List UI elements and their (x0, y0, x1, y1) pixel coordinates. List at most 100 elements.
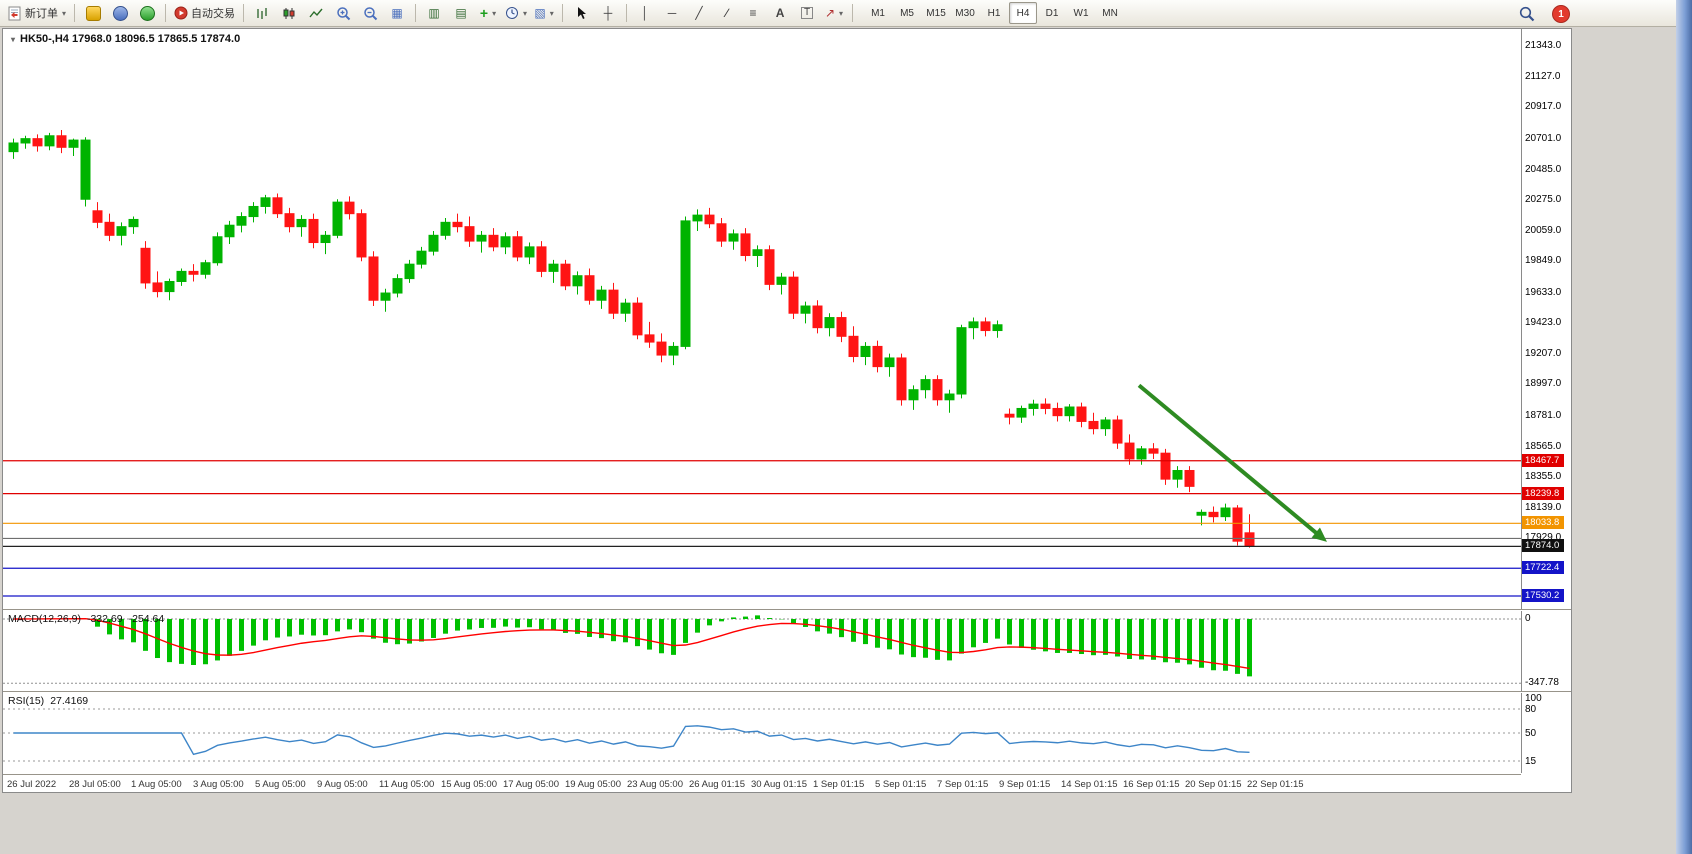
timeframe-w1[interactable]: W1 (1073, 7, 1089, 19)
crosshair-icon: ┼ (603, 6, 613, 20)
time-tick: 30 Aug 01:15 (751, 779, 807, 790)
collapse-arrow-icon: ▾ (11, 34, 16, 44)
candle (632, 302, 643, 336)
price-scale[interactable]: 21343.0 21127.0 20917.0 20701.0 20485.0 20275… (1521, 29, 1571, 609)
candle (236, 216, 247, 226)
candle (1088, 420, 1099, 430)
price-tick: 21343.0 (1525, 39, 1562, 51)
candle (1124, 442, 1135, 460)
chart-title: ▾ HK50-,H4 17968.0 18096.5 17865.5 17874… (10, 33, 240, 45)
search-icon (1519, 6, 1535, 22)
candle (956, 327, 967, 395)
candle (872, 345, 883, 368)
candle (248, 205, 259, 218)
candle (968, 321, 979, 329)
candle (164, 280, 175, 293)
line-chart-button[interactable] (303, 2, 329, 24)
vertical-line-icon: │ (641, 6, 649, 20)
channel-tool[interactable]: ∕∕ (713, 2, 739, 24)
navigator-button[interactable] (107, 2, 133, 24)
macd-plot[interactable] (3, 611, 1521, 691)
rsi-scale[interactable]: 100 80 50 15 (1521, 693, 1571, 773)
candle (128, 218, 139, 228)
crosshair-button[interactable]: ┼ (595, 2, 621, 24)
zoom-in-button[interactable] (330, 2, 356, 24)
vertical-line-tool[interactable]: │ (632, 2, 658, 24)
new-order-button[interactable]: 新订单 ▾ (4, 2, 69, 24)
price-tick: 19423.0 (1525, 316, 1562, 328)
timeframe-group: M1 M5 M15 M30 H1 H4 D1 W1 MN (864, 2, 1124, 24)
candle (704, 214, 715, 225)
time-axis[interactable]: 26 Jul 2022 28 Jul 05:00 1 Aug 05:00 3 Aug … (3, 774, 1521, 793)
candle (1076, 406, 1087, 422)
rsi-tick: 50 (1525, 728, 1537, 739)
bar-chart-button[interactable] (249, 2, 275, 24)
tile-windows-button[interactable]: ▦ (384, 2, 410, 24)
timeframe-m1[interactable]: M1 (871, 7, 885, 19)
macd-label: MACD(12,26,9) -332.69 -254.64 (8, 613, 164, 625)
candle (1052, 407, 1063, 417)
terminal-button[interactable] (134, 2, 160, 24)
hline-price-flag: 18239.8 (1522, 486, 1564, 500)
candle (848, 335, 859, 358)
cursor-button[interactable] (568, 2, 594, 24)
price-chart-plot[interactable] (3, 29, 1521, 609)
separator (415, 4, 417, 22)
arrows-tool[interactable]: ↗ ▾ (821, 2, 847, 24)
timeframe-mn[interactable]: MN (1102, 7, 1118, 19)
search-button[interactable] (1518, 5, 1536, 23)
timeframe-m15[interactable]: M15 (926, 7, 946, 19)
objects-list-icon: ▤ (455, 6, 467, 20)
rsi-plot[interactable] (3, 693, 1521, 773)
template-button[interactable]: ▧ ▾ (531, 2, 557, 24)
text-tool[interactable]: A (767, 2, 793, 24)
price-tick: 19207.0 (1525, 348, 1562, 360)
objects-list-button[interactable]: ▤ (448, 2, 474, 24)
candle (824, 317, 835, 329)
horizontal-line-tool[interactable]: ─ (659, 2, 685, 24)
time-tick: 14 Sep 01:15 (1061, 779, 1118, 790)
separator (562, 4, 564, 22)
period-button[interactable]: ▾ (502, 2, 530, 24)
candlestick-chart-icon (283, 7, 295, 19)
macd-name: MACD(12,26,9) (8, 613, 81, 625)
market-watch-button[interactable] (80, 2, 106, 24)
chevron-down-icon: ▾ (549, 8, 554, 18)
candle (920, 379, 931, 391)
candle (416, 250, 427, 265)
auto-trading-button[interactable]: 自动交易 (171, 2, 238, 24)
new-order-label: 新订单 (25, 8, 58, 20)
macd-signal-value: -254.64 (128, 613, 165, 625)
candle (80, 139, 91, 200)
candle (1100, 419, 1111, 430)
notification-badge[interactable]: 1 (1552, 5, 1570, 23)
timeframe-h4[interactable]: H4 (1009, 2, 1038, 24)
candlestick-chart-button[interactable] (276, 2, 302, 24)
indicators-window-button[interactable]: ▥ (421, 2, 447, 24)
candle (356, 213, 367, 258)
price-tick: 20917.0 (1525, 101, 1562, 113)
time-tick: 26 Jul 2022 (7, 779, 57, 790)
timeframe-m30[interactable]: M30 (955, 7, 975, 19)
candle (452, 221, 463, 228)
rsi-tick: 100 (1525, 693, 1542, 704)
timeframe-h1[interactable]: H1 (987, 7, 1001, 19)
timeframe-m5[interactable]: M5 (900, 7, 914, 19)
candle (200, 262, 211, 275)
text-label-tool[interactable]: T (794, 2, 820, 24)
zoom-out-button[interactable] (357, 2, 383, 24)
trendline-tool[interactable]: ╱ (686, 2, 712, 24)
auto-trading-label: 自动交易 (191, 8, 236, 20)
macd-scale[interactable]: 0 -347.78 (1521, 611, 1571, 691)
navigator-icon (112, 5, 128, 21)
add-indicator-button[interactable]: + ▾ (475, 2, 501, 24)
fibonacci-tool[interactable]: ≡ (740, 2, 766, 24)
timeframe-d1[interactable]: D1 (1045, 7, 1059, 19)
price-tick: 20701.0 (1525, 132, 1562, 144)
arrows-tool-icon: ↗ (824, 6, 836, 20)
pane-separator[interactable] (3, 609, 1571, 611)
pane-separator[interactable] (3, 691, 1571, 693)
candle (716, 223, 727, 242)
template-icon: ▧ (534, 6, 546, 20)
